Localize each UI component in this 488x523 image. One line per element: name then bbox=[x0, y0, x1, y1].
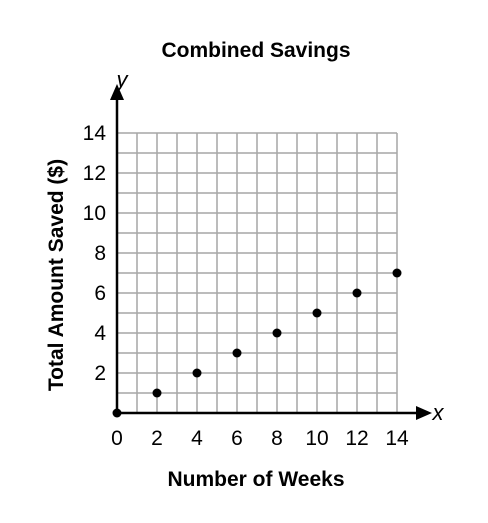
x-tick-label: 6 bbox=[231, 427, 243, 450]
x-tick-label: 12 bbox=[345, 427, 368, 450]
x-axis-letter: x bbox=[432, 400, 445, 425]
data-point bbox=[272, 328, 282, 338]
y-axis-title: Total Amount Saved ($) bbox=[45, 159, 68, 391]
x-tick-label: 2 bbox=[151, 427, 163, 450]
y-tick-label: 2 bbox=[94, 362, 106, 385]
x-tick-label: 0 bbox=[111, 427, 123, 450]
y-axis-arrow bbox=[110, 84, 124, 100]
data-point bbox=[112, 408, 122, 418]
data-point bbox=[392, 268, 402, 278]
y-tick-label: 8 bbox=[94, 242, 106, 265]
x-tick-label: 4 bbox=[191, 427, 203, 450]
data-point bbox=[152, 388, 162, 398]
tick-labels: 0 2 4 6 8 10 12 14 2 4 6 8 10 12 14 bbox=[83, 122, 409, 450]
y-axis-letter: y bbox=[115, 67, 130, 92]
chart-title: Combined Savings bbox=[161, 39, 350, 62]
data-point bbox=[312, 308, 322, 318]
data-point bbox=[192, 368, 202, 378]
data-points bbox=[112, 268, 402, 418]
data-point bbox=[232, 348, 242, 358]
y-tick-label: 4 bbox=[94, 322, 106, 345]
grid bbox=[117, 132, 398, 413]
x-tick-label: 8 bbox=[271, 427, 283, 450]
y-tick-label: 14 bbox=[83, 122, 107, 145]
axes: y x bbox=[110, 67, 445, 425]
x-tick-label: 10 bbox=[305, 427, 328, 450]
y-tick-label: 6 bbox=[94, 282, 106, 305]
y-tick-label: 10 bbox=[83, 202, 106, 225]
x-axis-arrow bbox=[416, 406, 432, 420]
x-axis-title: Number of Weeks bbox=[168, 468, 345, 491]
data-point bbox=[352, 288, 362, 298]
x-tick-label: 14 bbox=[385, 427, 409, 450]
y-tick-label: 12 bbox=[83, 162, 106, 185]
